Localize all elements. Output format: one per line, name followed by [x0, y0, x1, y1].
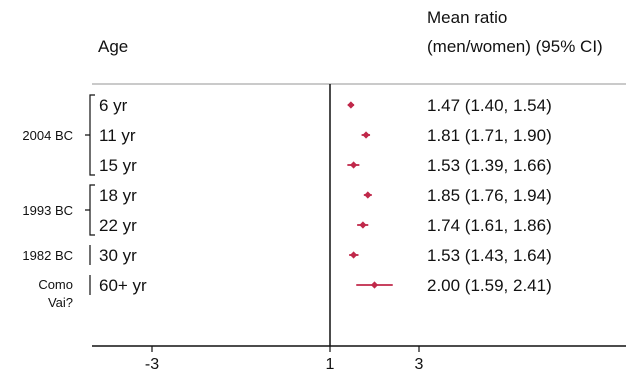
group-label: Como: [38, 277, 73, 292]
age-label: 18 yr: [99, 186, 137, 205]
group-label: Vai?: [48, 295, 73, 310]
age-label: 15 yr: [99, 156, 137, 175]
group-label: 2004 BC: [22, 128, 73, 143]
group-brackets: [85, 94, 95, 295]
header-mean-ratio: Mean ratio: [427, 8, 507, 27]
header-ci: (men/women) (95% CI): [427, 37, 603, 56]
mean-point: [359, 221, 367, 229]
data-rows: 6 yr 1.47 (1.40, 1.54) 11 yr 1.81 (1.71, 1.…: [99, 96, 552, 295]
group-bracket: [85, 94, 95, 176]
table-row: 6 yr 1.47 (1.40, 1.54): [99, 96, 552, 115]
mean-point: [362, 131, 370, 139]
x-tick-label: -3: [145, 356, 159, 370]
mean-ratio-value: 1.74 (1.61, 1.86): [427, 216, 552, 235]
mean-ratio-value: 1.47 (1.40, 1.54): [427, 96, 552, 115]
table-row: 15 yr 1.53 (1.39, 1.66): [99, 156, 552, 175]
age-label: 30 yr: [99, 246, 137, 265]
table-row: 22 yr 1.74 (1.61, 1.86): [99, 216, 552, 235]
group-bracket: [85, 184, 95, 236]
mean-point: [370, 281, 379, 289]
mean-point: [349, 161, 358, 169]
mean-ratio-value: 1.53 (1.43, 1.64): [427, 246, 552, 265]
age-label: 11 yr: [99, 126, 136, 145]
mean-point: [349, 251, 358, 259]
mean-ratio-value: 1.53 (1.39, 1.66): [427, 156, 552, 175]
header-age: Age: [98, 37, 128, 56]
age-label: 60+ yr: [99, 276, 147, 295]
x-tick-label: 3: [415, 356, 424, 370]
group-label: 1982 BC: [22, 248, 73, 263]
mean-point: [364, 191, 372, 199]
x-axis-ticks: -3 1 3: [145, 346, 424, 370]
age-label: 22 yr: [99, 216, 137, 235]
group-label: 1993 BC: [22, 203, 73, 218]
mean-ratio-value: 1.85 (1.76, 1.94): [427, 186, 552, 205]
mean-ratio-value: 1.81 (1.71, 1.90): [427, 126, 552, 145]
table-row: 60+ yr 2.00 (1.59, 2.41): [99, 276, 552, 295]
table-row: 18 yr 1.85 (1.76, 1.94): [99, 186, 552, 205]
age-label: 6 yr: [99, 96, 128, 115]
mean-ratio-value: 2.00 (1.59, 2.41): [427, 276, 552, 295]
group-labels: 2004 BC 1993 BC 1982 BC Como Vai?: [22, 128, 73, 310]
x-tick-label: 1: [326, 356, 335, 370]
table-row: 30 yr 1.53 (1.43, 1.64): [99, 246, 552, 265]
table-row: 11 yr 1.81 (1.71, 1.90): [99, 126, 552, 145]
mean-point: [347, 101, 355, 109]
